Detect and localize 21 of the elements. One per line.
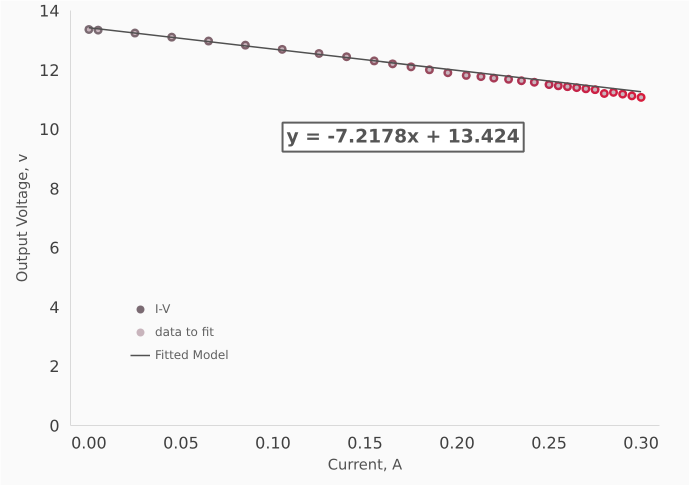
x-tick-label: 0.20 (439, 434, 475, 452)
legend-label: data to fit (155, 325, 214, 339)
y-tick-label: 0 (49, 416, 60, 436)
y-tick-label: 4 (49, 298, 60, 317)
x-tick-label: 0.05 (163, 434, 199, 452)
y-axis-title: Output Voltage, v (14, 153, 32, 282)
x-tick-label: 0.15 (347, 434, 383, 452)
x-tick-label: 0.25 (531, 434, 567, 452)
y-tick-label: 10 (39, 120, 60, 140)
y-tick-label: 12 (39, 60, 60, 80)
x-tick-label: 0.00 (71, 434, 107, 452)
y-tick-label: 2 (49, 357, 60, 376)
legend-label: Fitted Model (155, 348, 229, 362)
x-tick-label: 0.30 (623, 434, 659, 452)
y-tick-label: 6 (49, 238, 60, 258)
annotation: y = -7.2178x + 13.424 (286, 126, 520, 148)
y-tick-label: 14 (39, 2, 60, 20)
legend-label: I-V (155, 302, 172, 316)
y-tick-label: 8 (49, 179, 60, 198)
x-axis-title: Current, A (328, 456, 402, 474)
x-tick-label: 0.10 (255, 434, 291, 452)
